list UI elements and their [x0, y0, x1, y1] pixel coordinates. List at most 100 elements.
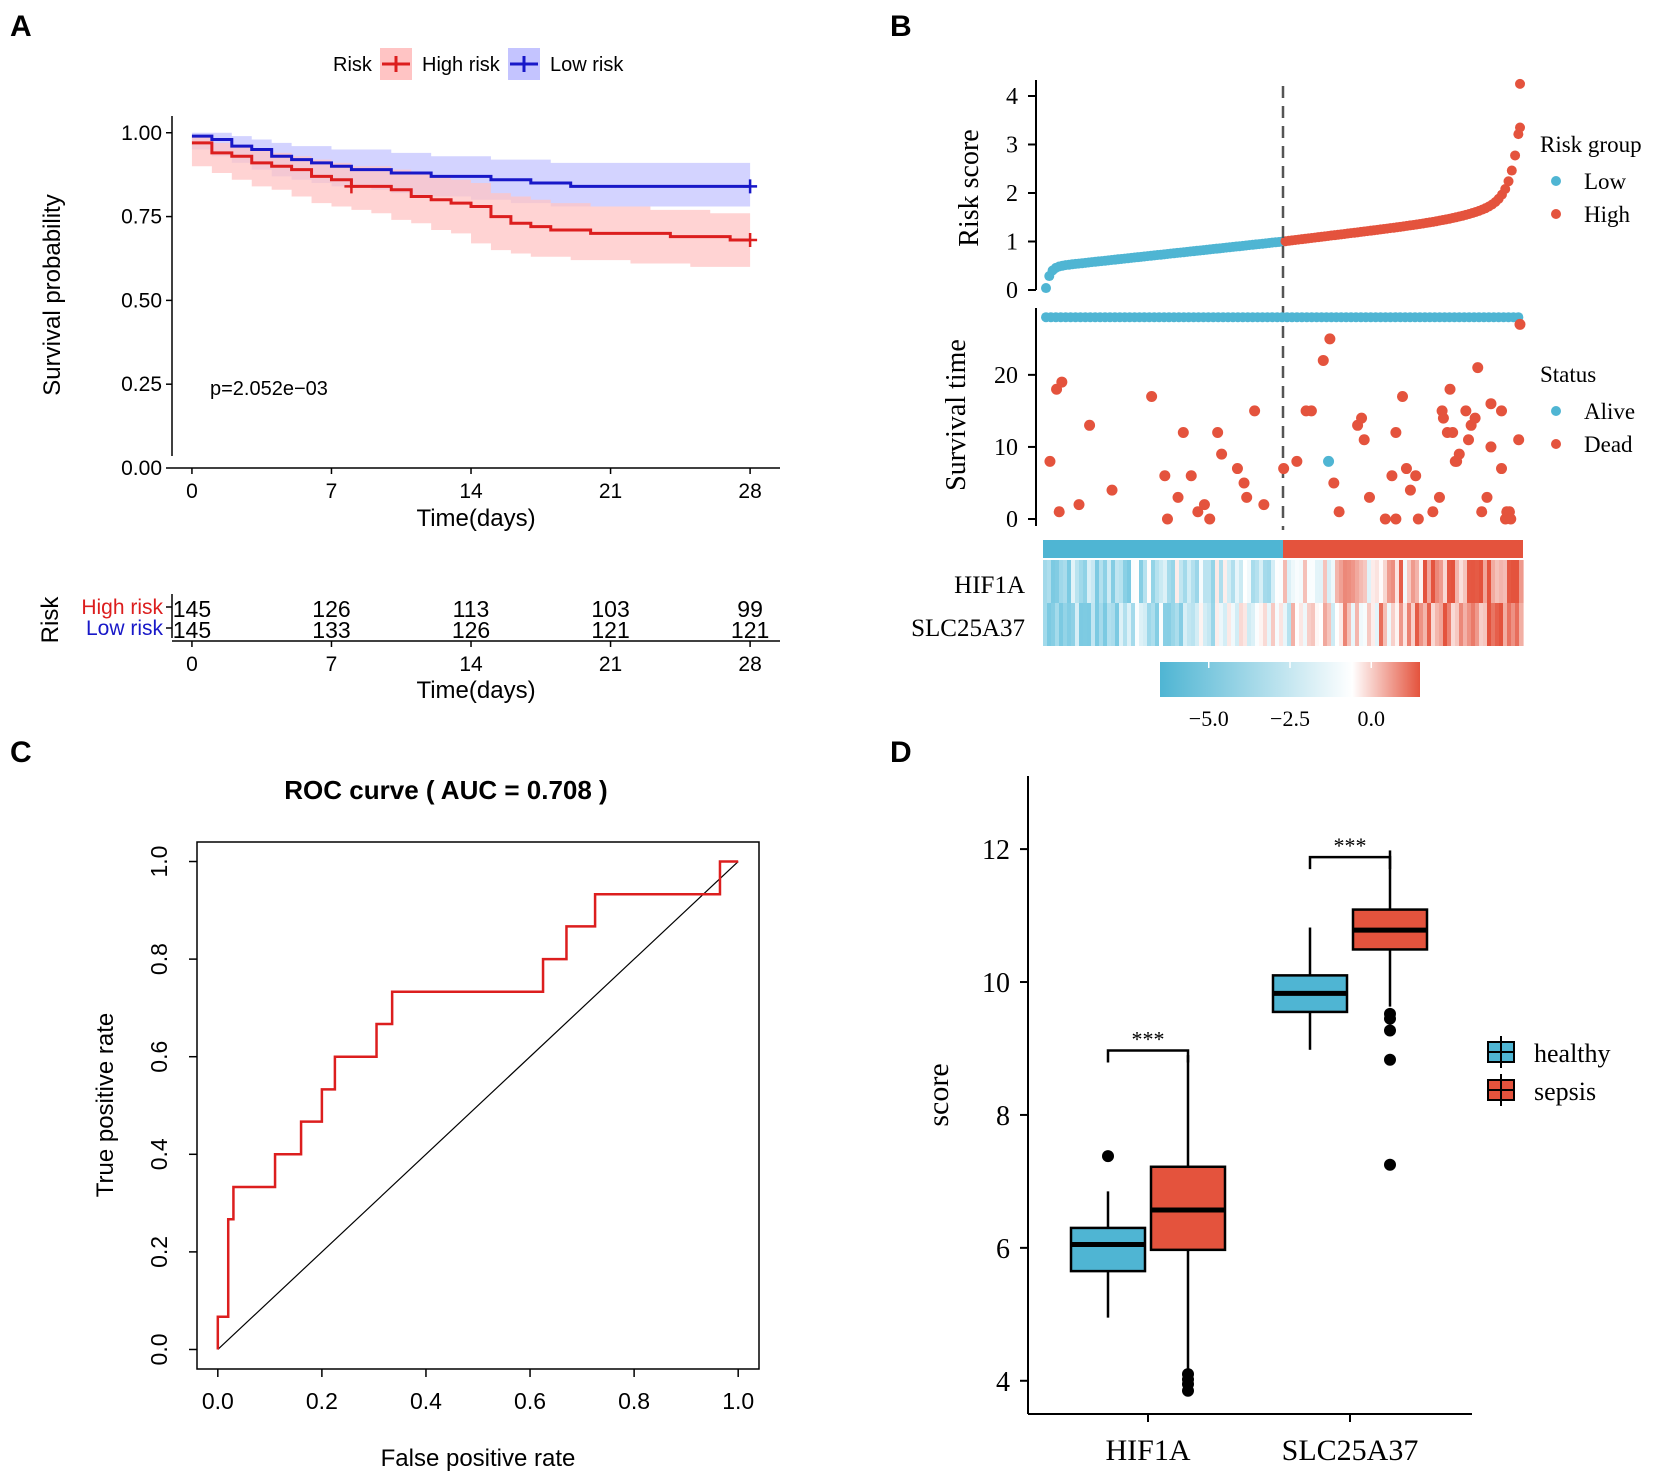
risk-score-y-tick-label: 1: [1006, 230, 1018, 256]
survival-dead-point: [1044, 455, 1056, 467]
boxplot-outlier: [1384, 1158, 1396, 1171]
roc-x-tick-label: 0.4: [410, 1388, 442, 1414]
heatmap-cell: [1311, 603, 1316, 646]
heatmap-cell: [1111, 603, 1116, 646]
heatmap-cell: [1055, 603, 1060, 646]
heatmap-cell: [1387, 603, 1392, 646]
heatmap-cell: [1063, 560, 1068, 603]
survival-dead-point: [1159, 470, 1171, 482]
boxplot-y-tick-label: 10: [982, 968, 1010, 999]
heatmap-cell: [1095, 560, 1100, 603]
survival-dead-point: [1356, 412, 1368, 424]
survival-dead-point: [1249, 405, 1261, 417]
survival-time-y-axis-label: Survival time: [941, 339, 972, 491]
heatmap-gene-hif1a: HIF1A: [954, 572, 1025, 599]
heatmap-legend-tick-label: 0.0: [1358, 706, 1386, 731]
heatmap-cell: [1327, 603, 1332, 646]
heatmap-cell: [1255, 603, 1260, 646]
survival-dead-point: [1161, 513, 1173, 525]
heatmap-cell: [1271, 560, 1276, 603]
heatmap-cell: [1139, 603, 1144, 646]
heatmap-cell: [1227, 603, 1232, 646]
risk-score-point: [1515, 122, 1525, 133]
heatmap-cell: [1107, 603, 1112, 646]
heatmap-cell: [1423, 560, 1428, 603]
heatmap-cell: [1435, 560, 1440, 603]
km-x-axis-label: Time(days): [416, 505, 535, 532]
survival-dead-point: [1505, 513, 1517, 525]
heatmap-cell: [1347, 603, 1352, 646]
km-legend-title: Risk: [333, 54, 373, 76]
heatmap-cell: [1511, 560, 1516, 603]
survival-dead-point: [1238, 477, 1250, 489]
survival-dead-point: [1472, 362, 1484, 374]
risk-score-y-tick-label: 2: [1006, 181, 1018, 207]
heatmap-cell: [1415, 560, 1420, 603]
heatmap-cell: [1235, 560, 1240, 603]
survival-dead-point: [1427, 506, 1439, 518]
km-x-tick-label: 14: [459, 480, 483, 503]
risk-table-count: 126: [452, 617, 490, 643]
heatmap-cell: [1343, 560, 1348, 603]
survival-dead-point: [1333, 506, 1345, 518]
heatmap-cell: [1403, 560, 1408, 603]
survival-dead-point: [1496, 405, 1508, 417]
boxplot-outlier: [1384, 1007, 1396, 1020]
heatmap-cell: [1099, 560, 1104, 603]
km-legend-low-label: Low risk: [550, 54, 624, 76]
survival-dead-point: [1390, 427, 1402, 439]
survival-dead-point: [1469, 412, 1481, 424]
boxplot-y-tick-label: 12: [982, 835, 1010, 866]
heatmap-cell: [1415, 603, 1420, 646]
risk-table-count: 126: [312, 596, 350, 622]
km-y-tick-label: 0.25: [121, 373, 162, 396]
km-censor-mark: [743, 179, 758, 194]
roc-curve: [216, 860, 739, 1350]
heatmap-cell: [1387, 560, 1392, 603]
heatmap-cell: [1215, 560, 1220, 603]
risk-table-count: 113: [453, 596, 490, 622]
panel-c-roc: ROC curve ( AUC = 0.708 ) 0.0 0.2 0.4 0.6 0.…: [92, 775, 760, 1471]
km-curve-high-risk: [191, 141, 751, 242]
survival-dead-point: [1390, 513, 1402, 525]
heatmap-cell: [1103, 560, 1108, 603]
survival-dead-point: [1410, 470, 1422, 482]
survival-dead-point: [1437, 412, 1449, 424]
heatmap-cell: [1147, 603, 1152, 646]
survival-dead-point: [1481, 491, 1493, 503]
risk-table-count: 145: [173, 596, 211, 622]
survival-dead-point: [1146, 390, 1158, 402]
heatmap-cell: [1307, 603, 1312, 646]
risk-table-x-tick-label: 0: [186, 653, 198, 676]
heatmap-cell: [1451, 603, 1456, 646]
heatmap-cell: [1135, 560, 1140, 603]
heatmap-cell: [1043, 560, 1048, 603]
heatmap-cell: [1099, 603, 1104, 646]
heatmap-cell: [1435, 603, 1440, 646]
heatmap-cell: [1495, 603, 1500, 646]
risk-table-count: 103: [591, 596, 629, 622]
heatmap-cell: [1467, 560, 1472, 603]
heatmap-cell: [1491, 603, 1496, 646]
survival-dead-point: [1073, 499, 1085, 511]
heatmap-cell: [1487, 560, 1492, 603]
heatmap-cell: [1411, 603, 1416, 646]
survival-time-y-tick-label: 0: [1006, 507, 1018, 533]
heatmap-cell: [1503, 603, 1508, 646]
boxplot-y-axis-label: score: [922, 1063, 955, 1126]
heatmap-cell: [1295, 603, 1300, 646]
heatmap-cell: [1243, 603, 1248, 646]
heatmap-gene-slc25a37: SLC25A37: [911, 615, 1025, 642]
km-x-tick-label: 0: [186, 480, 198, 503]
heatmap-cell: [1067, 560, 1072, 603]
heatmap-cell: [1263, 603, 1268, 646]
risk-table-count: 99: [737, 596, 763, 622]
survival-dead-point: [1496, 463, 1508, 475]
heatmap-cell: [1251, 560, 1256, 603]
roc-x-tick-label: 0.6: [514, 1388, 546, 1414]
heatmap-cell: [1399, 560, 1404, 603]
heatmap-cell: [1383, 560, 1388, 603]
heatmap-cell: [1367, 603, 1372, 646]
heatmap-cell: [1143, 603, 1148, 646]
